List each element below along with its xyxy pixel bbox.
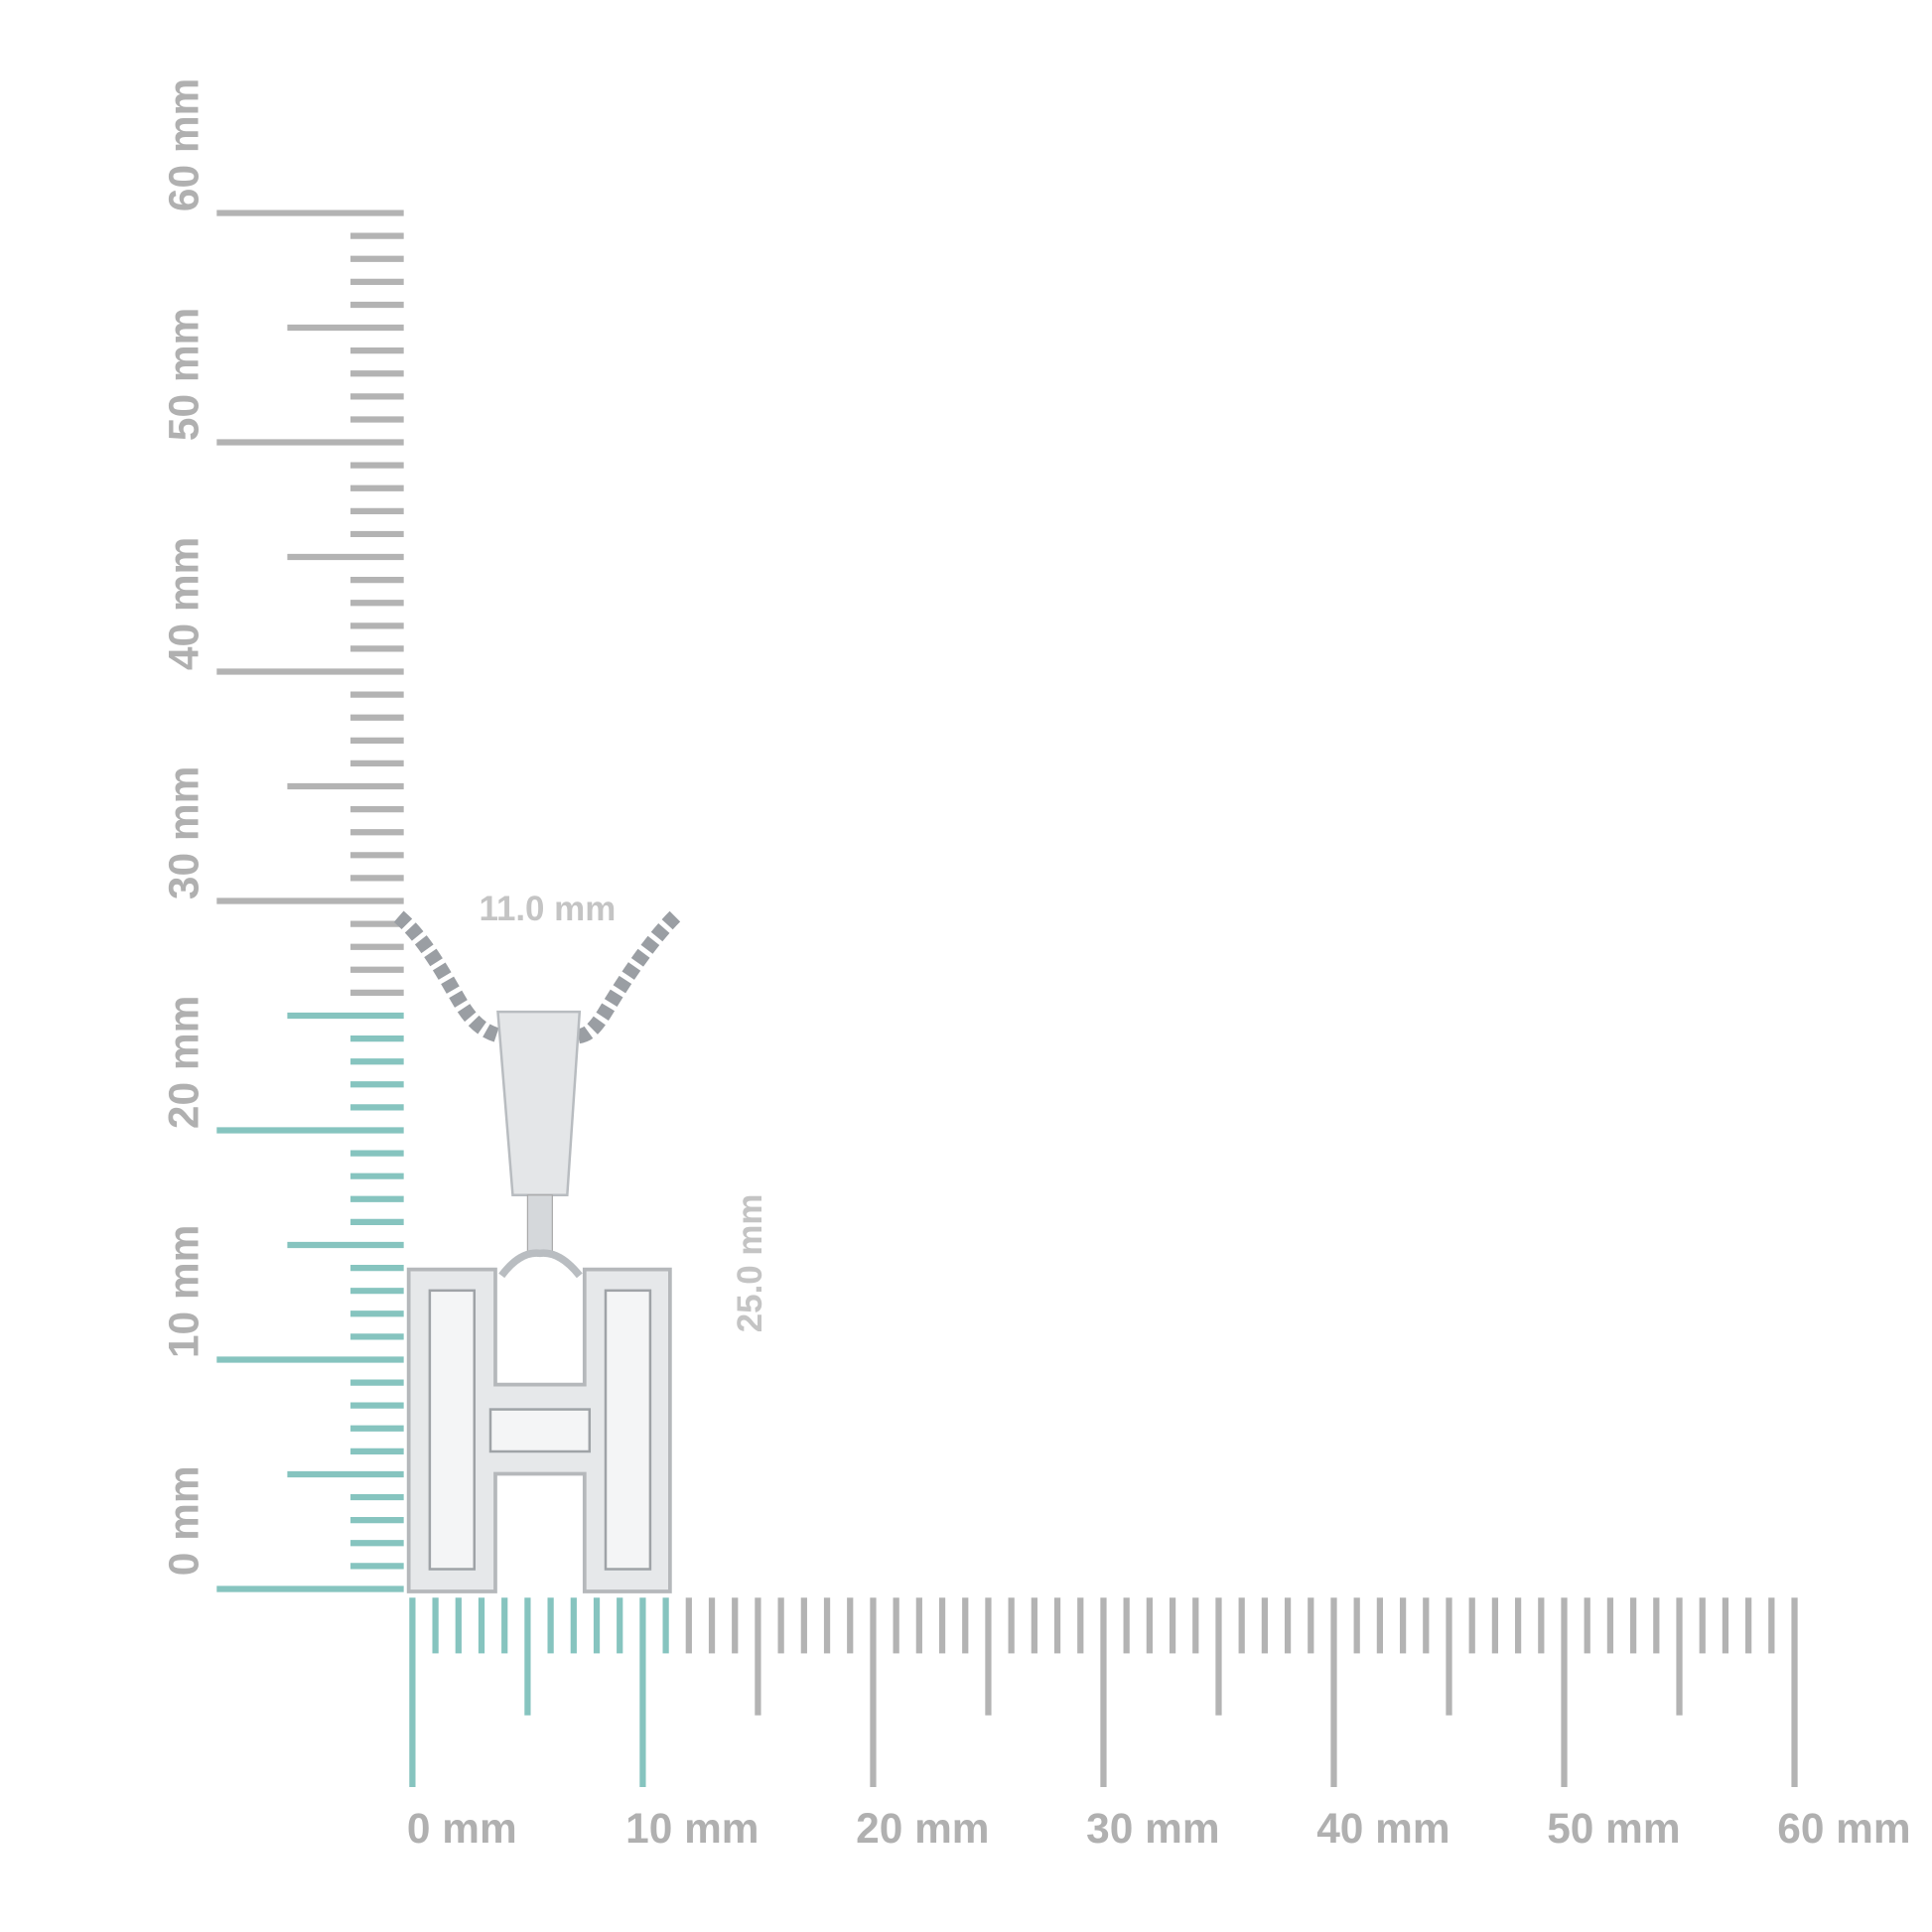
ruler-label: 40 mm <box>1316 1805 1449 1852</box>
ruler-label: 10 mm <box>625 1805 759 1852</box>
ruler-label: 40 mm <box>161 537 207 670</box>
ruler-label: 30 mm <box>1086 1805 1219 1852</box>
chain <box>569 910 681 1045</box>
baguette-row <box>428 1289 477 1571</box>
bail-link <box>498 1249 583 1279</box>
ruler-label: 50 mm <box>161 308 207 441</box>
baguette-row <box>604 1289 652 1571</box>
ruler-label: 20 mm <box>161 996 207 1129</box>
ruler-label: 0 mm <box>161 1465 207 1576</box>
ruler-label: 0 mm <box>407 1805 517 1852</box>
pendant <box>393 910 681 1593</box>
ruler-label: 20 mm <box>856 1805 989 1852</box>
chain <box>393 910 510 1045</box>
width-label: 11.0 mm <box>479 890 616 928</box>
ruler-label: 50 mm <box>1547 1805 1680 1852</box>
bail-hinge <box>526 1194 553 1256</box>
ruler-label: 30 mm <box>161 766 207 899</box>
bail <box>496 1010 582 1197</box>
ruler-label: 60 mm <box>161 78 207 211</box>
ruler-label: 60 mm <box>1777 1805 1910 1852</box>
height-label: 25.0 mm <box>731 1194 769 1333</box>
rulers: 0 mm 10 mm 20 mm 30 mm 40 mm 50 mm 60 mm 0 mm 10… <box>161 78 1911 1852</box>
ruler-label: 10 mm <box>161 1225 207 1358</box>
baguette-row <box>488 1408 592 1453</box>
